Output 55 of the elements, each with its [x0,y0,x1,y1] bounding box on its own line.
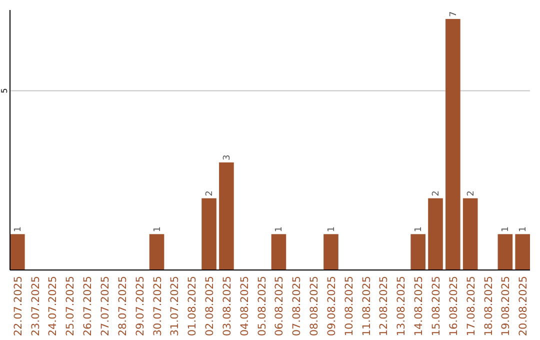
x-tick-label: 26.07.2025 [82,276,94,336]
x-tick-label: 04.08.2025 [238,276,251,336]
data-label: 2 [205,190,216,196]
x-tick-label: 23.07.2025 [30,276,42,336]
x-tick-label: 22.07.2025 [12,276,24,336]
data-label: 1 [414,226,424,232]
bar [149,234,164,270]
x-tick-label: 10.08.2025 [343,276,356,336]
bar [202,198,216,270]
x-tick-label: 30.07.2025 [152,276,164,336]
data-label: 1 [501,226,512,232]
x-tick-label: 28.07.2025 [116,276,129,336]
x-tick-label: 02.08.2025 [204,276,216,336]
x-tick-label: 19.08.2025 [500,276,512,336]
bar [498,234,513,270]
x-tick-label: 13.08.2025 [396,276,408,336]
y-tick-label: 5 [0,88,9,94]
x-tick-label: 05.08.2025 [256,276,268,336]
x-tick-label: 11.08.2025 [360,276,373,336]
data-label: 1 [518,226,529,232]
bar [271,234,286,270]
x-tick-label: 17.08.2025 [465,276,478,336]
x-tick-label: 03.08.2025 [221,276,234,336]
bar [446,18,460,270]
x-tick-label: 14.08.2025 [413,276,426,336]
data-label: 1 [274,226,285,232]
x-tick-label: 12.08.2025 [378,276,390,336]
data-label: 1 [326,226,337,232]
x-tick-label: 27.07.2025 [100,276,112,336]
x-tick-label: 07.08.2025 [291,276,304,336]
data-label: 1 [13,226,24,232]
data-label: 2 [431,190,442,196]
bar [462,198,478,270]
x-tick-label: 15.08.2025 [430,276,442,336]
data-label: 2 [466,190,476,196]
bar [10,234,25,270]
data-label: 7 [448,11,459,17]
x-tick-label: 06.08.2025 [274,276,286,336]
bar [410,234,426,270]
x-tick-label: 29.07.2025 [134,276,146,336]
x-tick-label: 24.07.2025 [47,276,60,336]
x-tick-label: 31.07.2025 [169,276,182,336]
x-tick-label: 20.08.2025 [518,276,530,336]
bar [428,198,443,270]
data-label: 1 [152,226,163,232]
x-tick-label: 09.08.2025 [326,276,338,336]
x-tick-label: 25.07.2025 [64,276,77,336]
data-label: 3 [222,154,232,160]
bar [515,234,530,270]
x-tick-label: 01.08.2025 [186,276,199,336]
x-tick-label: 18.08.2025 [482,276,495,336]
bar [219,162,234,270]
x-tick-label: 08.08.2025 [308,276,321,336]
bar [324,234,338,270]
x-tick-label: 16.08.2025 [448,276,460,336]
